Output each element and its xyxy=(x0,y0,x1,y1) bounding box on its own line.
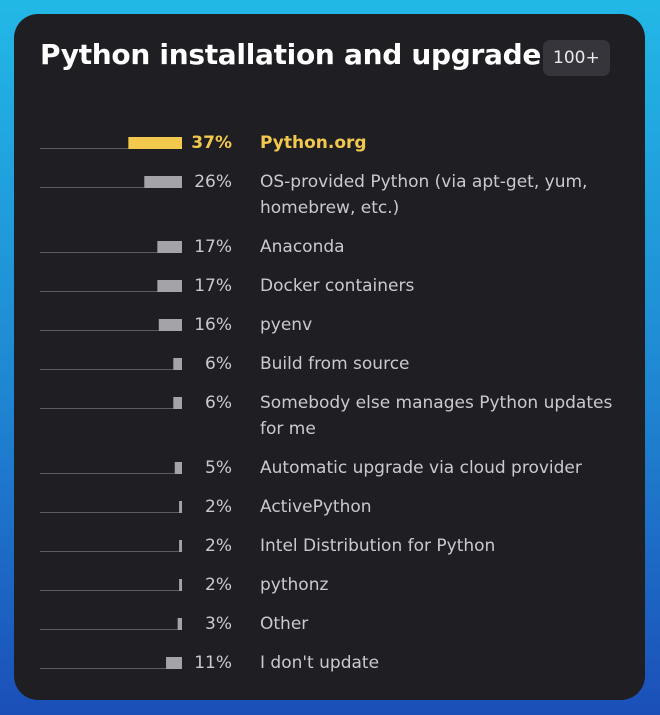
bar xyxy=(179,540,182,552)
bar-value-label: 6% xyxy=(205,393,232,413)
chart-card: Python installation and upgrade 100+ xyxy=(14,14,645,700)
category-label: Somebody else manages Python updates for… xyxy=(260,393,613,439)
bar-value-label: 2% xyxy=(205,497,232,517)
category-label: Other xyxy=(260,614,309,634)
bar-value-label: 5% xyxy=(205,458,232,478)
bar-value-label: 17% xyxy=(194,237,232,257)
category-label: Python.org xyxy=(260,133,367,153)
bar-value-label: 2% xyxy=(205,575,232,595)
bar-value-label: 37% xyxy=(191,133,232,153)
bar xyxy=(173,358,182,370)
category-label: ActivePython xyxy=(260,497,372,517)
bar-value-label: 6% xyxy=(205,354,232,374)
bar-value-label: 11% xyxy=(194,653,232,673)
bar xyxy=(173,397,182,409)
bar xyxy=(179,579,182,591)
bar-value-label: 26% xyxy=(194,172,232,192)
category-label: OS-provided Python (via apt-get, yum, ho… xyxy=(260,172,588,218)
category-label: I don't update xyxy=(260,653,380,673)
bar xyxy=(157,280,182,292)
bar xyxy=(158,319,182,331)
bar xyxy=(174,462,182,474)
category-label: pythonz xyxy=(260,575,329,595)
bar xyxy=(144,176,182,188)
category-label: Docker containers xyxy=(260,276,415,296)
category-label: Anaconda xyxy=(260,237,345,257)
bar xyxy=(157,241,182,253)
bar xyxy=(128,137,182,149)
bar-value-label: 16% xyxy=(194,315,232,335)
category-label: Build from source xyxy=(260,354,410,374)
category-label: Intel Distribution for Python xyxy=(260,536,496,556)
chart-title: Python installation and upgrade xyxy=(40,38,542,71)
bar-value-label: 2% xyxy=(205,536,232,556)
respondents-badge: 100+ xyxy=(543,40,610,76)
category-label: Automatic upgrade via cloud provider xyxy=(260,458,582,478)
bar xyxy=(179,501,182,513)
bar-value-label: 17% xyxy=(194,276,232,296)
bar xyxy=(166,657,182,669)
bar-value-label: 3% xyxy=(205,614,232,634)
bar xyxy=(177,618,182,630)
category-label: pyenv xyxy=(260,315,313,335)
